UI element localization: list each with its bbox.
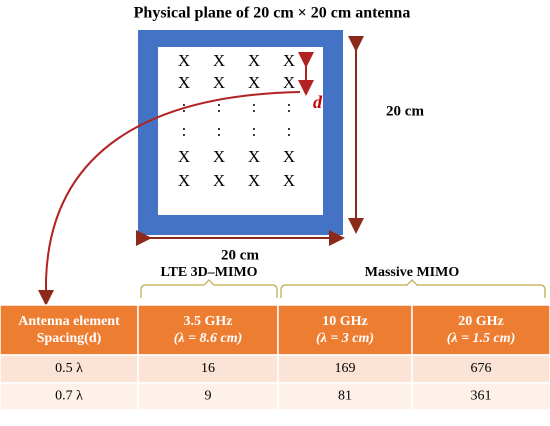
group-label: LTE 3D–MIMO (160, 265, 257, 280)
cell-text: 676 (471, 361, 492, 376)
header-text: 10 GHz (322, 314, 368, 329)
header-text: (λ = 1.5 cm) (447, 331, 516, 346)
antenna-element: X (178, 73, 190, 92)
table: Antenna element Spacing(d) 3.5 GHz (λ = 8.6… (0, 304, 550, 411)
title: Physical plane of 20 cm × 20 cm antenna (134, 5, 411, 22)
spacing-label: d (313, 92, 323, 112)
width-label: 20 cm (221, 247, 259, 263)
antenna-element: : (182, 97, 187, 116)
antenna-inner (158, 47, 323, 215)
antenna-element: X (178, 51, 190, 70)
antenna-element: X (283, 147, 295, 166)
cell-text: 9 (205, 389, 212, 404)
header-cell (137, 304, 279, 356)
header-cell (411, 304, 550, 356)
antenna-element: X (213, 171, 225, 190)
antenna-element: X (213, 51, 225, 70)
antenna-element: X (283, 51, 295, 70)
antenna-element: : (287, 97, 292, 116)
antenna-element: : (182, 121, 187, 140)
antenna-element: X (283, 171, 295, 190)
antenna-element: X (248, 147, 260, 166)
cell-text: 0.5 λ (55, 361, 83, 376)
antenna-element: X (248, 51, 260, 70)
header-cell (277, 304, 413, 356)
cell-text: 361 (471, 389, 492, 404)
table-cell (0, 382, 139, 411)
header-cell (0, 304, 139, 356)
header-text: 3.5 GHz (184, 314, 233, 329)
header-text: 20 GHz (458, 314, 504, 329)
group-bracket (140, 278, 278, 298)
cell-text: 81 (338, 389, 352, 404)
antenna-element: X (178, 171, 190, 190)
antenna-element: : (217, 121, 222, 140)
antenna-element: X (213, 147, 225, 166)
antenna-element: X (283, 73, 295, 92)
antenna-element: X (248, 171, 260, 190)
element-grid: X X X XX X X X::::::::X X X XX X X X (178, 51, 295, 190)
table-cell (411, 382, 550, 411)
antenna-element: X (213, 73, 225, 92)
cell-text: 169 (335, 361, 356, 376)
antenna-element: : (287, 121, 292, 140)
header-text: Spacing(d) (37, 331, 102, 346)
cell-text: 0.7 λ (55, 389, 83, 404)
table-cell (411, 354, 550, 384)
antenna-element: : (252, 121, 257, 140)
header-text: Antenna element (18, 314, 120, 329)
antenna-element: X (178, 147, 190, 166)
header-text: (λ = 8.6 cm) (174, 331, 243, 346)
antenna-element: X (248, 73, 260, 92)
group-bracket (280, 278, 546, 298)
table-cell (137, 382, 279, 411)
table-cell (0, 354, 139, 384)
table-cell (277, 354, 413, 384)
table-cell (277, 382, 413, 411)
height-label: 20 cm (386, 103, 424, 119)
antenna-element: : (217, 97, 222, 116)
antenna-element: : (252, 97, 257, 116)
header-text: (λ = 3 cm) (316, 331, 374, 346)
cell-text: 16 (201, 361, 215, 376)
link-curve (38, 91, 301, 306)
group-label: Massive MIMO (365, 265, 460, 280)
